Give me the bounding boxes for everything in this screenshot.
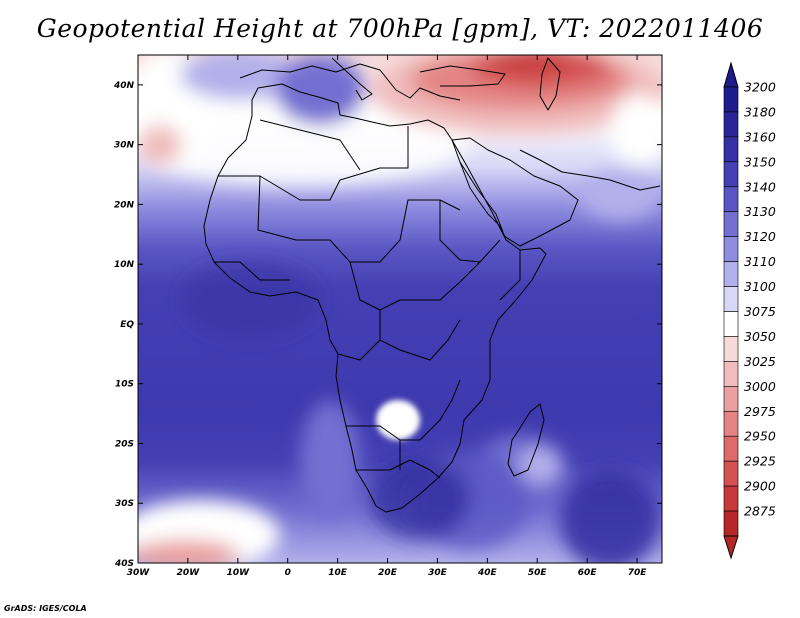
colorbar-swatch — [723, 236, 739, 262]
colorbar-swatch — [723, 86, 739, 113]
x-tick-label: 60E — [578, 568, 598, 578]
y-tick-label: 30S — [115, 499, 134, 509]
colorbar-label: 3100 — [744, 279, 776, 294]
colorbar: 3200 3180 3160 3150 3140 3130 3120 3110 3100 3075… — [723, 61, 776, 560]
plot-frame — [137, 54, 663, 564]
y-tick-label: 30N — [114, 141, 135, 151]
colorbar-label: 2975 — [744, 404, 776, 419]
colorbar-label: 3150 — [744, 154, 776, 169]
y-tick-label: EQ — [120, 320, 134, 330]
colorbar-swatch — [723, 510, 739, 537]
colorbar-swatch — [723, 410, 739, 437]
map-title: Geopotential Height at 700hPa [gpm], VT:… — [36, 14, 764, 43]
colorbar-swatch — [723, 485, 739, 512]
colorbar-label: 3140 — [744, 179, 776, 194]
colorbar-label: 2875 — [744, 504, 776, 519]
colorbar-swatch — [723, 435, 739, 462]
y-tick-label: 20S — [115, 439, 134, 449]
colorbar-swatch — [723, 136, 739, 163]
height-field — [138, 55, 662, 563]
colorbar-label: 3180 — [744, 104, 776, 119]
colorbar-label: 2925 — [744, 454, 776, 469]
colorbar-swatch — [723, 311, 739, 337]
x-tick-label: 20W — [177, 568, 201, 578]
colorbar-swatch — [723, 161, 739, 188]
colorbar-swatch — [723, 211, 739, 237]
colorbar-swatch — [723, 386, 739, 412]
x-tick-label: 40E — [477, 568, 498, 578]
y-tick-label: 10N — [114, 260, 135, 270]
y-tick-label: 10S — [115, 380, 134, 390]
colorbar-swatch — [723, 261, 739, 287]
colorbar-bottom-arrow — [723, 535, 739, 560]
colorbar-swatch — [723, 186, 739, 213]
colorbar-label: 3075 — [744, 304, 776, 319]
y-tick-label: 40N — [113, 81, 135, 91]
colorbar-label: 3130 — [744, 204, 776, 219]
colorbar-swatch — [723, 111, 739, 138]
axis-ticks: 30W 20W 10W 0 10E 20E 30E 40E 50E 60E 70E 40N 30N 20N… — [113, 55, 662, 578]
x-tick-label: 30E — [428, 568, 448, 578]
y-tick-label: 40S — [114, 559, 134, 569]
x-tick-label: 50E — [528, 568, 548, 578]
colorbar-top-arrow — [723, 61, 739, 88]
colorbar-label: 3200 — [744, 80, 776, 95]
colorbar-swatch — [723, 361, 739, 387]
colorbar-swatch — [723, 286, 739, 312]
x-tick-label: 10E — [328, 568, 348, 578]
credit-label: GrADS: IGES/COLA — [4, 604, 87, 613]
colorbar-label: 3120 — [744, 229, 776, 244]
x-tick-label: 20E — [378, 568, 398, 578]
colorbar-swatch — [723, 336, 739, 362]
colorbar-label: 3025 — [744, 354, 776, 369]
y-tick-label: 20N — [114, 200, 135, 210]
colorbar-swatch — [723, 460, 739, 487]
colorbar-label: 2950 — [744, 429, 776, 444]
coastlines — [203, 57, 661, 513]
x-tick-label: 0 — [285, 568, 291, 578]
x-tick-label: 70E — [628, 568, 648, 578]
x-tick-label: 30W — [127, 568, 151, 578]
colorbar-label: 3050 — [744, 329, 776, 344]
x-tick-label: 10W — [227, 568, 251, 578]
colorbar-label: 3110 — [744, 254, 776, 269]
colorbar-label: 2900 — [744, 479, 776, 494]
colorbar-label: 3000 — [744, 379, 776, 394]
colorbar-label: 3160 — [744, 129, 776, 144]
